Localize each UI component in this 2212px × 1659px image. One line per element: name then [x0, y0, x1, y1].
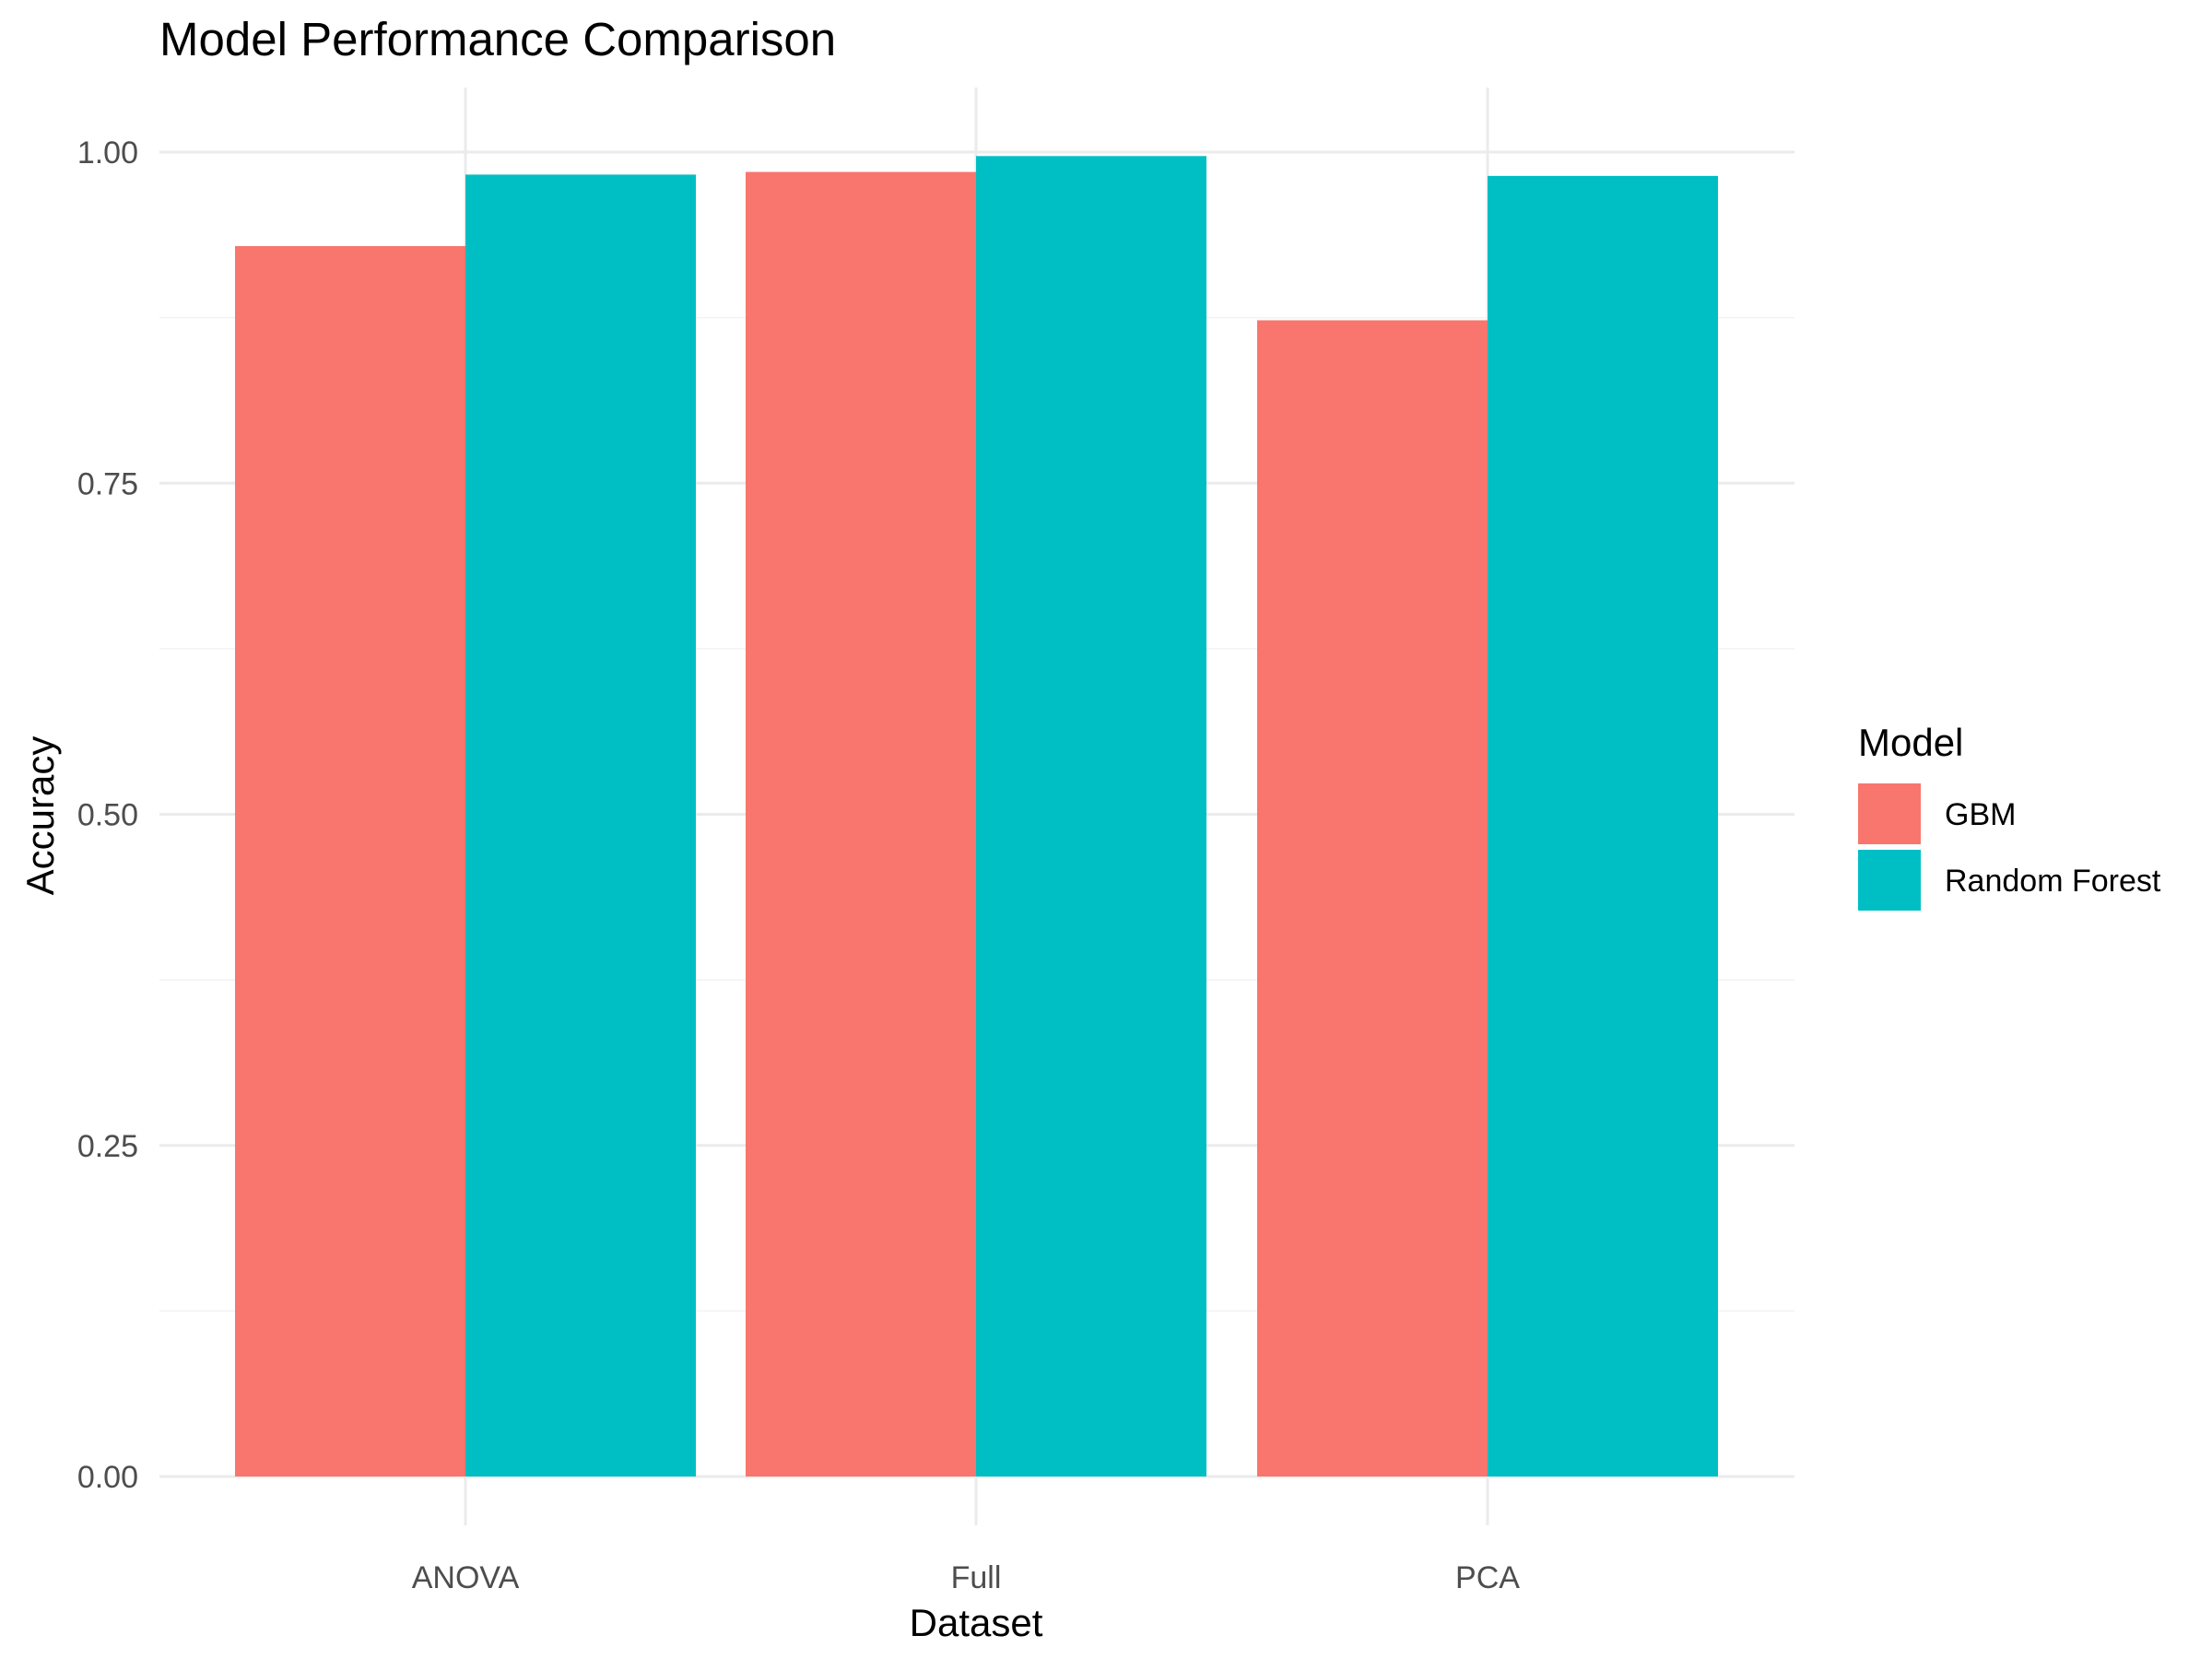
- bar-anova-gbm: [235, 246, 465, 1477]
- y-tick-label: 0.75: [77, 466, 138, 501]
- x-axis-ticks: ANOVA Full PCA: [412, 1560, 1521, 1595]
- y-tick-label: 0.50: [77, 798, 138, 833]
- legend-items: GBM Random Forest: [1858, 783, 2161, 911]
- bars: [235, 156, 1718, 1477]
- x-tick-label: ANOVA: [412, 1560, 520, 1595]
- y-tick-label: 0.25: [77, 1129, 138, 1164]
- bar-full-random-forest: [976, 156, 1206, 1477]
- legend-label: Random Forest: [1945, 864, 2161, 899]
- legend-swatch: [1858, 850, 1921, 911]
- bar-pca-gbm: [1257, 320, 1488, 1477]
- bar-anova-random-forest: [465, 174, 696, 1477]
- legend-title: Model: [1858, 721, 1963, 764]
- y-tick-label: 1.00: [77, 135, 138, 171]
- x-axis-title: Dataset: [910, 1601, 1043, 1644]
- legend: Model GBM Random Forest: [1858, 721, 2161, 911]
- y-tick-label: 0.00: [77, 1460, 138, 1495]
- x-tick-label: PCA: [1455, 1560, 1520, 1595]
- legend-swatch: [1858, 783, 1921, 844]
- y-axis-title: Accuracy: [18, 736, 62, 896]
- x-tick-label: Full: [951, 1560, 1002, 1595]
- chart-title: Model Performance Comparison: [159, 13, 836, 65]
- y-axis-ticks: 0.00 0.25 0.50 0.75 1.00: [77, 135, 138, 1495]
- bar-pca-random-forest: [1488, 175, 1718, 1477]
- legend-label: GBM: [1945, 797, 2016, 832]
- bar-full-gbm: [746, 171, 976, 1477]
